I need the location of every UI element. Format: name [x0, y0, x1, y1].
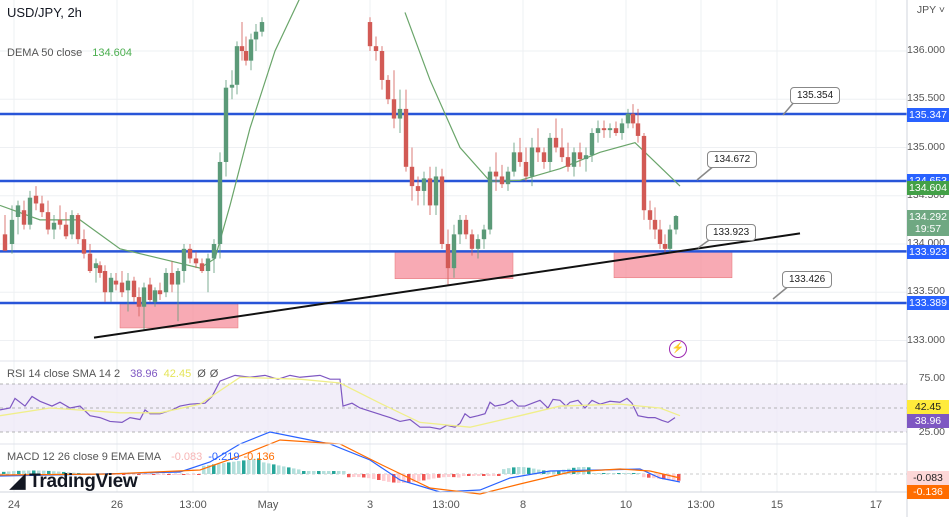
macd-legend[interactable]: MACD 12 26 close 9 EMA EMA -0.083 -0.219 -0…	[7, 451, 275, 463]
grid-lines	[0, 0, 907, 492]
rsi-legend[interactable]: RSI 14 close SMA 14 2 38.96 42.45 Ø Ø	[7, 368, 218, 380]
event-lightning-icon[interactable]: ⚡	[669, 340, 687, 358]
macd-pane	[0, 431, 907, 495]
macd-value: -0.219	[208, 451, 240, 463]
price-tag: 19:57	[907, 222, 949, 236]
demand-zones	[119, 251, 733, 329]
time-label: 13:00	[432, 499, 460, 511]
price-label: 135.500	[907, 92, 945, 105]
macd-hist-value: -0.083	[171, 451, 203, 463]
price-tag: 134.604	[907, 181, 949, 195]
price-tag: 133.389	[907, 296, 949, 310]
candlestick-series	[2, 17, 679, 331]
time-label: May	[257, 499, 279, 511]
time-label: 13:00	[687, 499, 715, 511]
rsi-value: 38.96	[130, 368, 158, 380]
time-label: 13:00	[179, 499, 207, 511]
price-label: 135.000	[907, 140, 945, 153]
dema-label: DEMA 50 close	[7, 47, 83, 59]
currency-menu[interactable]: JPY ˅	[916, 4, 945, 16]
symbol-title[interactable]: USD/JPY, 2h	[7, 5, 82, 20]
time-label: 17	[869, 499, 883, 511]
time-label: 8	[519, 499, 527, 511]
price-callout[interactable]: 135.354	[790, 87, 841, 104]
rsi-tag: 42.45	[907, 400, 949, 414]
macd-label: MACD 12 26 close 9 EMA EMA	[7, 451, 162, 463]
time-label: 15	[770, 499, 784, 511]
macd-tag: -0.083	[907, 471, 949, 485]
rsi-extra-1: Ø	[197, 368, 206, 380]
time-label: 3	[366, 499, 374, 511]
time-label: 26	[110, 499, 124, 511]
time-label: 10	[619, 499, 633, 511]
rsi-tag: 38.96	[907, 414, 949, 428]
price-label: 133.500	[907, 285, 945, 298]
dema-value: 134.604	[92, 47, 132, 59]
horizontal-levels	[0, 112, 907, 305]
rsi-sma-value: 42.45	[163, 368, 192, 380]
macd-signal-value: -0.136	[243, 451, 275, 463]
price-label: 133.000	[907, 333, 945, 346]
logo-text: TradingView	[29, 471, 138, 492]
rsi-axis-label: 25.00	[918, 426, 945, 438]
price-label: 136.000	[907, 44, 945, 56]
rsi-label: RSI 14 close SMA 14 2	[7, 368, 121, 380]
price-callout[interactable]: 133.923	[706, 224, 757, 241]
macd-tag: -0.136	[907, 485, 949, 499]
price-callout[interactable]: 134.672	[707, 151, 758, 168]
dema-legend[interactable]: DEMA 50 close 134.604	[7, 47, 132, 59]
dema-line	[0, 0, 681, 269]
price-callout[interactable]: 133.426	[782, 271, 833, 288]
price-tag: 133.923	[907, 245, 949, 259]
time-label: 24	[7, 499, 21, 511]
rsi-pane	[0, 374, 907, 433]
price-tag: 134.292	[907, 210, 949, 224]
price-tag: 135.347	[907, 108, 949, 122]
tradingview-logo[interactable]: ◢ TradingView	[10, 468, 138, 493]
rsi-axis-label: 75.00	[918, 372, 945, 384]
tradingview-mark-icon: ◢	[10, 470, 26, 492]
rsi-extra-2: Ø	[209, 368, 219, 380]
